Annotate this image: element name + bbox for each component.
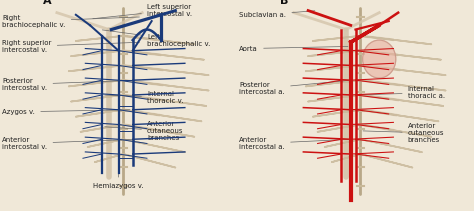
Text: Posterior
intercostal a.: Posterior intercostal a. <box>239 80 348 95</box>
Text: Left superior
intercostal v.: Left superior intercostal v. <box>93 4 192 19</box>
Ellipse shape <box>363 40 396 78</box>
Text: Anterior
cutaneous
branches: Anterior cutaneous branches <box>105 121 183 141</box>
Text: B: B <box>280 0 289 6</box>
Text: Subclavian a.: Subclavian a. <box>239 11 315 18</box>
Text: Posterior
intercostal v.: Posterior intercostal v. <box>2 78 135 91</box>
Text: Internal
thoracic a.: Internal thoracic a. <box>358 86 445 99</box>
Text: Anterior
intercostal a.: Anterior intercostal a. <box>239 137 348 150</box>
Text: Anterior
cutaneous
branches: Anterior cutaneous branches <box>363 123 444 143</box>
Text: Azygos v.: Azygos v. <box>2 109 130 115</box>
Text: Hemiazygos v.: Hemiazygos v. <box>93 161 144 189</box>
Text: Right superior
intercostal v.: Right superior intercostal v. <box>2 40 139 53</box>
Text: Left
brachiocephalic v.: Left brachiocephalic v. <box>102 30 210 47</box>
Text: Right
brachiocephalic v.: Right brachiocephalic v. <box>2 15 139 28</box>
Text: Anterior
intercostal v.: Anterior intercostal v. <box>2 137 135 150</box>
Text: A: A <box>43 0 52 6</box>
Text: Aorta: Aorta <box>239 46 348 51</box>
Text: Internal
thoracic v.: Internal thoracic v. <box>105 91 183 104</box>
